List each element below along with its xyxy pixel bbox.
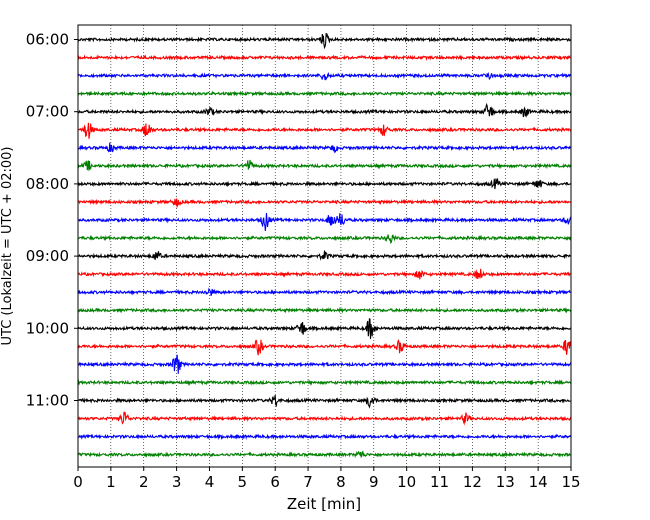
y-tick-label: 07:00 (26, 103, 69, 121)
y-tick-label: 06:00 (26, 31, 69, 49)
x-tick-label: 1 (106, 473, 116, 491)
trace-1030 (77, 354, 572, 374)
x-tick-label: 9 (369, 473, 379, 491)
trace-0715 (77, 122, 572, 139)
x-tick-label: 5 (238, 473, 248, 491)
y-tick-label: 09:00 (26, 247, 69, 265)
x-tick-label: 7 (303, 473, 313, 491)
trace-1000 (77, 318, 572, 339)
x-tick-label: 11 (430, 473, 449, 491)
x-tick-label: 10 (397, 473, 416, 491)
trace-0645 (77, 90, 572, 98)
trace-0945 (77, 306, 572, 314)
trace-0915 (77, 268, 572, 280)
x-tick-label: 8 (336, 473, 346, 491)
trace-0630 (77, 71, 572, 81)
trace-1015 (77, 339, 572, 356)
x-tick-label: 4 (205, 473, 215, 491)
x-tick-label: 13 (496, 473, 515, 491)
plot-frame (77, 24, 572, 468)
x-axis-ticks: 0 1 2 3 4 5 6 7 8 9 10 11 12 13 14 15 (73, 467, 581, 491)
x-tick-label: 6 (270, 473, 280, 491)
y-tick-label: 11:00 (26, 392, 69, 410)
x-tick-label: 3 (172, 473, 182, 491)
trace-1145 (77, 450, 572, 459)
trace-1115 (77, 411, 572, 426)
trace-0700 (77, 102, 572, 118)
x-tick-label: 14 (529, 473, 548, 491)
trace-0845 (77, 234, 572, 245)
y-tick-label: 10:00 (26, 319, 69, 337)
y-axis-ticks: 06:00 07:00 08:00 09:00 10:00 11:00 (26, 31, 78, 410)
trace-0815 (77, 198, 572, 209)
y-axis-label: UTC (Lokalzeit = UTC + 02:00) (0, 147, 15, 346)
trace-0900 (77, 250, 572, 261)
trace-0745 (77, 159, 572, 171)
trace-0730 (77, 142, 572, 154)
trace-1045 (77, 379, 572, 386)
x-tick-label: 2 (139, 473, 149, 491)
trace-0830 (77, 213, 572, 232)
x-tick-label: 15 (561, 473, 580, 491)
x-tick-label: 12 (463, 473, 482, 491)
y-tick-label: 08:00 (26, 175, 69, 193)
trace-0615 (77, 54, 572, 62)
x-tick-label: 0 (73, 473, 83, 491)
trace-1100 (77, 395, 572, 409)
trace-0800 (77, 177, 572, 190)
trace-1130 (77, 433, 572, 441)
x-axis-label: Zeit [min] (287, 495, 361, 513)
trace-0600 (77, 32, 572, 50)
trace-0930 (77, 287, 572, 297)
seismogram-traces (77, 32, 572, 459)
